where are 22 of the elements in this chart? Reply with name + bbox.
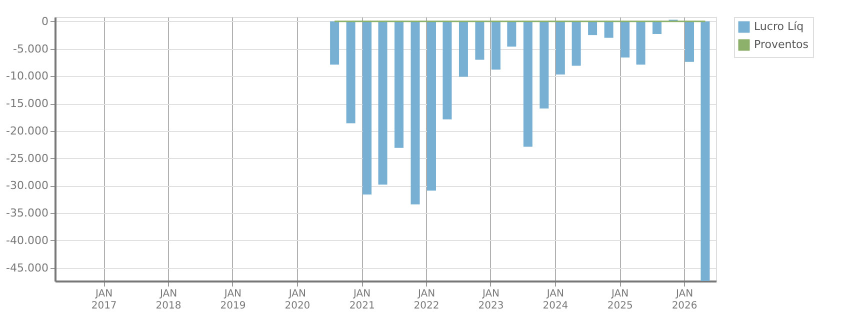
x-tick-label: JAN 2023	[478, 288, 504, 312]
y-tick-label: -25.000	[6, 152, 48, 165]
y-tick-label: -40.000	[6, 234, 48, 247]
legend-label: Lucro Líq	[754, 20, 804, 33]
x-tick-label: JAN 2019	[220, 288, 246, 312]
y-tick-label: -30.000	[6, 179, 48, 192]
y-tick-label: -15.000	[6, 97, 48, 110]
y-tick-label: -5.000	[13, 42, 48, 56]
x-tick-label: JAN 2021	[349, 288, 375, 312]
y-tick-label: -35.000	[6, 206, 48, 220]
x-tick-label: JAN 2017	[91, 288, 117, 312]
x-tick-label: JAN 2025	[607, 288, 633, 312]
y-tick-label: -10.000	[6, 70, 48, 83]
y-tick-label: -20.000	[6, 124, 48, 138]
y-tick-label: -45.000	[6, 261, 48, 274]
x-tick-label: JAN 2020	[284, 288, 310, 312]
x-tick-label: JAN 2024	[542, 288, 568, 312]
x-tick-label: JAN 2018	[156, 288, 182, 312]
x-tick-label: JAN 2026	[672, 288, 698, 312]
y-tick-label: 0	[42, 14, 48, 28]
legend-label: Proventos	[754, 38, 809, 51]
x-tick-label: JAN 2022	[414, 288, 440, 312]
